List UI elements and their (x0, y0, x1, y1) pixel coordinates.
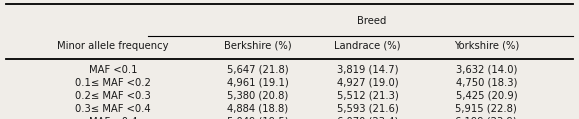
Text: 0.1≤ MAF <0.2: 0.1≤ MAF <0.2 (75, 78, 151, 88)
Text: 6,070 (23.4): 6,070 (23.4) (337, 117, 398, 119)
Text: 4,961 (19.1): 4,961 (19.1) (227, 78, 288, 88)
Text: 6,199 (23.9): 6,199 (23.9) (456, 117, 517, 119)
Text: 5,915 (22.8): 5,915 (22.8) (456, 104, 517, 114)
Text: 5,425 (20.9): 5,425 (20.9) (456, 91, 517, 101)
Text: MAF ≥0.4: MAF ≥0.4 (89, 117, 137, 119)
Text: 5,380 (20.8): 5,380 (20.8) (227, 91, 288, 101)
Text: 4,927 (19.0): 4,927 (19.0) (337, 78, 398, 88)
Text: 3,632 (14.0): 3,632 (14.0) (456, 65, 517, 75)
Text: 4,884 (18.8): 4,884 (18.8) (227, 104, 288, 114)
Text: 4,750 (18.3): 4,750 (18.3) (456, 78, 517, 88)
Text: 5,593 (21.6): 5,593 (21.6) (337, 104, 398, 114)
Text: 5,647 (21.8): 5,647 (21.8) (227, 65, 288, 75)
Text: 0.3≤ MAF <0.4: 0.3≤ MAF <0.4 (75, 104, 151, 114)
Text: 5,049 (19.5): 5,049 (19.5) (227, 117, 288, 119)
Text: 0.2≤ MAF <0.3: 0.2≤ MAF <0.3 (75, 91, 151, 101)
Text: MAF <0.1: MAF <0.1 (89, 65, 137, 75)
Text: 5,512 (21.3): 5,512 (21.3) (337, 91, 398, 101)
Text: Landrace (%): Landrace (%) (335, 41, 401, 51)
Text: 3,819 (14.7): 3,819 (14.7) (337, 65, 398, 75)
Text: Yorkshire (%): Yorkshire (%) (454, 41, 519, 51)
Text: Minor allele frequency: Minor allele frequency (57, 41, 168, 51)
Text: Berkshire (%): Berkshire (%) (224, 41, 291, 51)
Text: Breed: Breed (357, 16, 387, 26)
